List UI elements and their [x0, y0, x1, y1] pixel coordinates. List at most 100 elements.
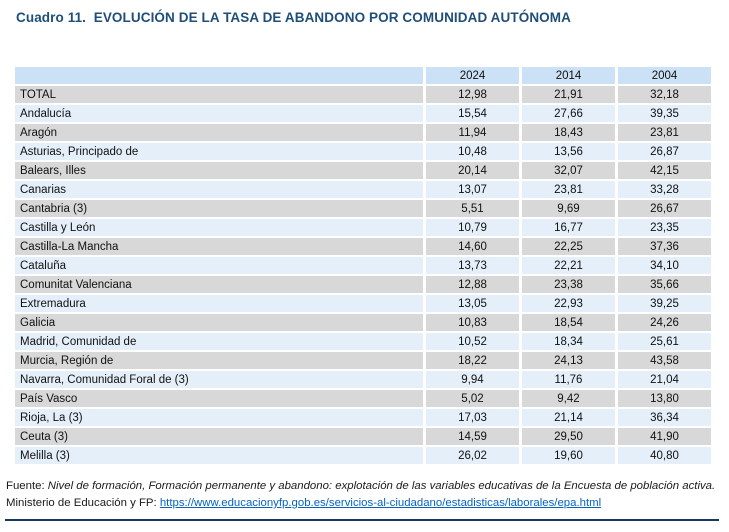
region-label: Comunitat Valenciana: [15, 276, 423, 293]
value-cell: 13,73: [426, 257, 519, 274]
epa-link[interactable]: https://www.educacionyfp.gob.es/servicio…: [159, 497, 602, 509]
value-cell: 9,42: [522, 390, 615, 407]
table-row: Madrid, Comunidad de 10,52 18,34 25,61: [15, 333, 711, 350]
value-cell: 12,88: [426, 276, 519, 293]
column-header-2014: 2014: [522, 67, 615, 84]
value-cell: 20,14: [426, 162, 519, 179]
table-row: Extremadura 13,05 22,93 39,25: [15, 295, 711, 312]
bottom-divider: [5, 519, 719, 521]
value-cell: 21,04: [618, 371, 711, 388]
table-row: Canarias 13,07 23,81 33,28: [15, 181, 711, 198]
value-cell: 18,43: [522, 124, 615, 141]
table-row: Aragón 11,94 18,43 23,81: [15, 124, 711, 141]
region-label: Castilla-La Mancha: [15, 238, 423, 255]
region-label: Asturias, Principado de: [15, 143, 423, 160]
value-cell: 11,76: [522, 371, 615, 388]
source-line: Fuente: Nivel de formación, Formación pe…: [6, 478, 729, 495]
table-row: Balears, Illes 20,14 32,07 42,15: [15, 162, 711, 179]
region-label: Castilla y León: [15, 219, 423, 236]
value-cell: 10,79: [426, 219, 519, 236]
table-row: Melilla (3) 26,02 19,60 40,80: [15, 447, 711, 464]
value-cell: 13,07: [426, 181, 519, 198]
table-container: 2024 2014 2004 TOTAL 12,98 21,91 32,18 Andal…: [12, 65, 729, 466]
value-cell: 23,35: [618, 219, 711, 236]
region-label: Madrid, Comunidad de: [15, 333, 423, 350]
value-cell: 13,05: [426, 295, 519, 312]
value-cell: 25,61: [618, 333, 711, 350]
region-label: Navarra, Comunidad Foral de (3): [15, 371, 423, 388]
value-cell: 10,52: [426, 333, 519, 350]
value-cell: 33,28: [618, 181, 711, 198]
value-cell: 26,02: [426, 447, 519, 464]
region-label: País Vasco: [15, 390, 423, 407]
table-row: Murcia, Región de 18,22 24,13 43,58: [15, 352, 711, 369]
region-label: Cantabria (3): [15, 200, 423, 217]
value-cell: 13,56: [522, 143, 615, 160]
region-label: Ceuta (3): [15, 428, 423, 445]
table-row: País Vasco 5,02 9,42 13,80: [15, 390, 711, 407]
value-cell: 14,60: [426, 238, 519, 255]
value-cell: 43,58: [618, 352, 711, 369]
table-row: Castilla y León 10,79 16,77 23,35: [15, 219, 711, 236]
value-cell: 10,83: [426, 314, 519, 331]
table-row: Rioja, La (3) 17,03 21,14 36,34: [15, 409, 711, 426]
region-label: Galicia: [15, 314, 423, 331]
region-label: Murcia, Región de: [15, 352, 423, 369]
value-cell: 24,13: [522, 352, 615, 369]
value-cell: 22,25: [522, 238, 615, 255]
value-cell: 18,54: [522, 314, 615, 331]
footer-note: Fuente: Nivel de formación, Formación pe…: [6, 478, 729, 512]
value-cell: 14,59: [426, 428, 519, 445]
table-row: Galicia 10,83 18,54 24,26: [15, 314, 711, 331]
header-row: 2024 2014 2004: [15, 67, 711, 84]
ministry-line: Ministerio de Educación y FP: https://ww…: [6, 495, 729, 512]
page-title: Cuadro 11. EVOLUCIÓN DE LA TASA DE ABAND…: [16, 10, 571, 25]
region-label: Cataluña: [15, 257, 423, 274]
value-cell: 23,81: [522, 181, 615, 198]
region-label: TOTAL: [15, 86, 423, 103]
region-label: Melilla (3): [15, 447, 423, 464]
value-cell: 24,26: [618, 314, 711, 331]
value-cell: 22,93: [522, 295, 615, 312]
abandono-table: 2024 2014 2004 TOTAL 12,98 21,91 32,18 Andal…: [12, 65, 714, 466]
value-cell: 35,66: [618, 276, 711, 293]
column-header-2024: 2024: [426, 67, 519, 84]
region-label: Andalucía: [15, 105, 423, 122]
table-row: Ceuta (3) 14,59 29,50 41,90: [15, 428, 711, 445]
region-label: Extremadura: [15, 295, 423, 312]
value-cell: 5,51: [426, 200, 519, 217]
region-label: Rioja, La (3): [15, 409, 423, 426]
value-cell: 39,35: [618, 105, 711, 122]
value-cell: 29,50: [522, 428, 615, 445]
document-page: Cuadro 11. EVOLUCIÓN DE LA TASA DE ABAND…: [0, 10, 729, 532]
value-cell: 22,21: [522, 257, 615, 274]
table-row: Asturias, Principado de 10,48 13,56 26,87: [15, 143, 711, 160]
value-cell: 11,94: [426, 124, 519, 141]
value-cell: 37,36: [618, 238, 711, 255]
value-cell: 23,81: [618, 124, 711, 141]
value-cell: 21,91: [522, 86, 615, 103]
value-cell: 18,22: [426, 352, 519, 369]
value-cell: 5,02: [426, 390, 519, 407]
column-header-2004: 2004: [618, 67, 711, 84]
value-cell: 9,94: [426, 371, 519, 388]
source-prefix: Fuente:: [6, 480, 48, 492]
corner-cell: [15, 67, 423, 84]
value-cell: 42,15: [618, 162, 711, 179]
table-row: Navarra, Comunidad Foral de (3) 9,94 11,76…: [15, 371, 711, 388]
table-row: Cataluña 13,73 22,21 34,10: [15, 257, 711, 274]
value-cell: 41,90: [618, 428, 711, 445]
ministry-prefix: Ministerio de Educación y FP:: [6, 497, 160, 509]
region-label: Canarias: [15, 181, 423, 198]
table-row: Cantabria (3) 5,51 9,69 26,67: [15, 200, 711, 217]
table-row: TOTAL 12,98 21,91 32,18: [15, 86, 711, 103]
table-row: Comunitat Valenciana 12,88 23,38 35,66: [15, 276, 711, 293]
value-cell: 36,34: [618, 409, 711, 426]
value-cell: 12,98: [426, 86, 519, 103]
value-cell: 9,69: [522, 200, 615, 217]
table-row: Castilla-La Mancha 14,60 22,25 37,36: [15, 238, 711, 255]
value-cell: 39,25: [618, 295, 711, 312]
table-body: TOTAL 12,98 21,91 32,18 Andalucía 15,54 27,66 3…: [15, 86, 711, 464]
region-label: Aragón: [15, 124, 423, 141]
table-row: Andalucía 15,54 27,66 39,35: [15, 105, 711, 122]
